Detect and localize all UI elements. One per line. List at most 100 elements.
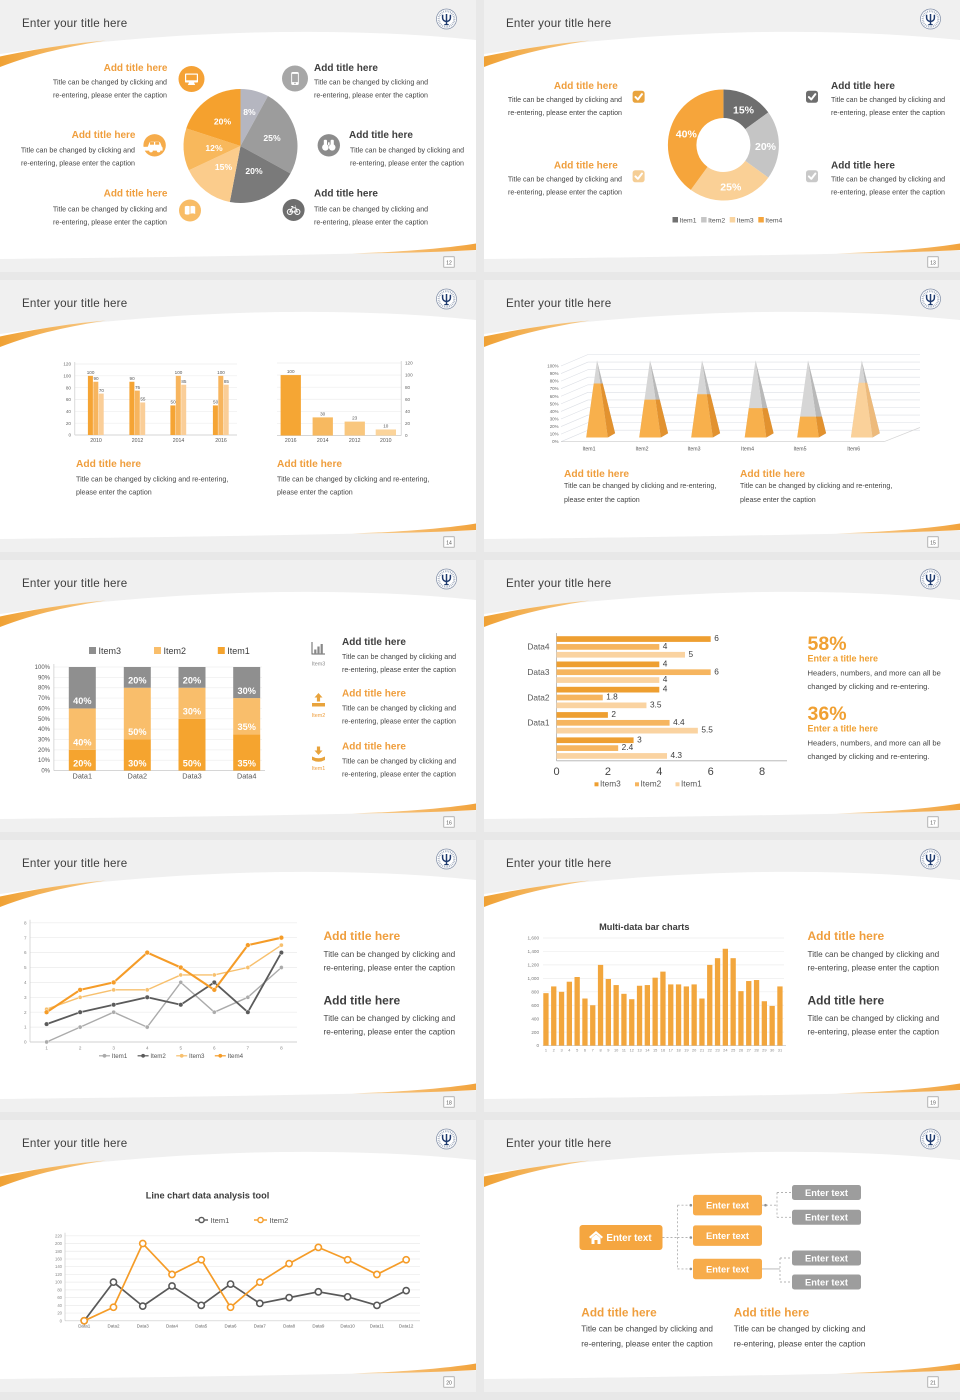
svg-text:Enter your title here: Enter your title here [22, 577, 127, 590]
svg-text:50%: 50% [183, 758, 201, 768]
svg-text:15%: 15% [215, 162, 233, 172]
svg-text:Enter text: Enter text [805, 1253, 848, 1263]
svg-text:11: 11 [622, 1047, 626, 1052]
svg-text:Item3: Item3 [688, 447, 701, 453]
svg-text:24: 24 [723, 1047, 728, 1052]
svg-text:1.8: 1.8 [606, 692, 618, 702]
svg-text:7: 7 [24, 935, 27, 940]
svg-text:Item5: Item5 [794, 447, 807, 453]
svg-text:3: 3 [112, 1046, 115, 1051]
svg-text:changed by clicking and re-ent: changed by clicking and re-entering. [808, 752, 930, 761]
svg-text:Add title here: Add title here [277, 459, 342, 470]
svg-text:5: 5 [689, 649, 694, 659]
svg-text:Title can be changed by clicki: Title can be changed by clicking and [508, 96, 622, 104]
svg-text:Enter a title here: Enter a title here [808, 654, 879, 664]
svg-text:2: 2 [611, 709, 616, 719]
svg-text:18: 18 [676, 1047, 680, 1052]
svg-text:20%: 20% [128, 675, 146, 685]
svg-text:re-entering, please enter the: re-entering, please enter the caption [508, 189, 622, 197]
svg-text:Item1: Item1 [227, 646, 250, 656]
svg-text:6: 6 [714, 666, 719, 676]
svg-text:4: 4 [663, 684, 668, 694]
svg-text:180: 180 [55, 1249, 63, 1254]
svg-text:100: 100 [287, 369, 295, 374]
svg-text:5.5: 5.5 [701, 725, 713, 735]
svg-text:13: 13 [930, 261, 936, 267]
svg-text:Title can be changed by clicki: Title can be changed by clicking and [350, 147, 464, 155]
svg-text:Item2: Item2 [150, 1053, 166, 1060]
svg-text:2014: 2014 [317, 438, 329, 444]
svg-text:30: 30 [770, 1047, 775, 1052]
svg-text:1,200: 1,200 [528, 963, 540, 968]
svg-text:Add title here: Add title here [104, 188, 168, 199]
svg-text:25%: 25% [720, 182, 742, 194]
svg-text:30%: 30% [238, 686, 256, 696]
svg-text:Title can be changed by clicki: Title can be changed by clicking and [808, 950, 940, 959]
svg-text:18: 18 [446, 1101, 452, 1107]
svg-text:55: 55 [140, 397, 146, 402]
svg-text:36%: 36% [808, 703, 847, 725]
svg-text:Enter text: Enter text [805, 1213, 848, 1223]
svg-text:Item1: Item1 [680, 217, 697, 224]
svg-text:12: 12 [446, 261, 452, 267]
svg-text:50%: 50% [550, 401, 559, 406]
svg-text:re-entering, please enter the: re-entering, please enter the caption [53, 92, 167, 100]
svg-text:2: 2 [553, 1047, 555, 1052]
svg-text:4: 4 [663, 658, 668, 668]
svg-text:80: 80 [57, 1287, 62, 1292]
svg-text:80%: 80% [550, 379, 559, 384]
svg-text:50%: 50% [38, 717, 51, 723]
svg-text:Title can be changed by clicki: Title can be changed by clicking and re-… [76, 476, 228, 484]
svg-text:re-entering, please enter the: re-entering, please enter the caption [314, 92, 428, 100]
svg-text:Item2: Item2 [708, 217, 725, 224]
svg-text:220: 220 [55, 1233, 63, 1238]
svg-text:80%: 80% [38, 686, 51, 692]
svg-text:5: 5 [576, 1047, 578, 1052]
svg-text:19: 19 [684, 1047, 688, 1052]
svg-text:21: 21 [930, 1381, 936, 1387]
svg-text:60: 60 [405, 397, 411, 402]
svg-text:Title can be changed by clicki: Title can be changed by clicking and [324, 950, 456, 959]
svg-text:Enter your title here: Enter your title here [506, 577, 611, 590]
svg-text:100: 100 [405, 373, 413, 378]
svg-text:3: 3 [560, 1047, 562, 1052]
svg-text:Data9: Data9 [312, 1324, 325, 1329]
svg-text:12: 12 [630, 1047, 634, 1052]
svg-text:please enter the caption: please enter the caption [76, 488, 152, 496]
svg-text:Data11: Data11 [370, 1324, 385, 1329]
svg-text:Add title here: Add title here [72, 130, 136, 141]
svg-text:Add title here: Add title here [831, 161, 895, 172]
svg-text:0: 0 [405, 433, 408, 438]
svg-text:Enter your title here: Enter your title here [22, 297, 127, 310]
svg-text:1: 1 [45, 1046, 48, 1051]
svg-text:Title can be changed by clicki: Title can be changed by clicking and [342, 653, 456, 661]
svg-text:3.5: 3.5 [650, 699, 662, 709]
svg-text:0: 0 [553, 766, 559, 778]
svg-text:50%: 50% [128, 727, 146, 737]
svg-text:1,000: 1,000 [528, 976, 540, 981]
svg-text:50: 50 [171, 400, 177, 405]
svg-text:6: 6 [584, 1047, 586, 1052]
svg-text:Add title here: Add title here [734, 1306, 810, 1320]
svg-text:200: 200 [55, 1241, 63, 1246]
svg-text:Title can be changed by clicki: Title can be changed by clicking and re-… [277, 476, 429, 484]
svg-text:40: 40 [405, 409, 411, 414]
svg-text:30%: 30% [550, 416, 559, 421]
svg-text:Title can be changed by clicki: Title can be changed by clicking and [508, 176, 622, 184]
svg-text:40%: 40% [73, 738, 91, 748]
svg-text:Title can be changed by clicki: Title can be changed by clicking and [831, 176, 945, 184]
svg-text:20: 20 [405, 421, 411, 426]
svg-text:7: 7 [592, 1047, 594, 1052]
svg-text:4: 4 [663, 641, 668, 651]
svg-text:re-entering, please enter the: re-entering, please enter the caption [342, 666, 456, 674]
svg-text:Enter text: Enter text [606, 1233, 652, 1244]
svg-text:Data5: Data5 [195, 1324, 208, 1329]
svg-text:0: 0 [24, 1040, 27, 1045]
svg-text:60: 60 [57, 1295, 62, 1300]
svg-text:Data3: Data3 [527, 667, 550, 677]
svg-text:35%: 35% [238, 722, 256, 732]
svg-text:Title can be changed by clicki: Title can be changed by clicking and [53, 205, 167, 213]
svg-text:30: 30 [320, 411, 326, 416]
svg-text:2014: 2014 [173, 438, 185, 444]
svg-text:90%: 90% [38, 675, 51, 681]
